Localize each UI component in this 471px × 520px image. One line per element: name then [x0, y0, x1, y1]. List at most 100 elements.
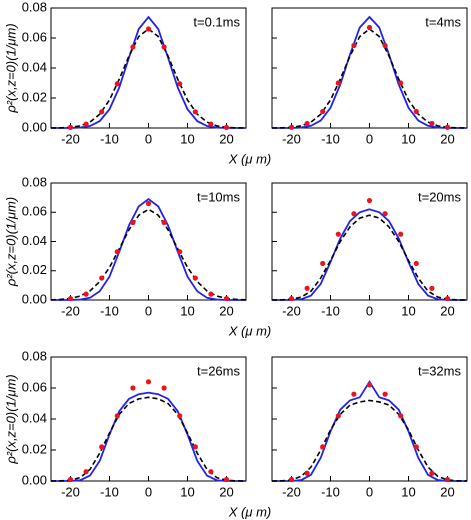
x-tick-label: -20 — [282, 484, 301, 499]
data-point — [99, 444, 105, 450]
x-tick-label: 20 — [440, 303, 454, 318]
data-point — [99, 109, 105, 115]
data-point — [83, 469, 89, 475]
data-line — [272, 15, 467, 129]
x-tick-label: 10 — [180, 484, 194, 499]
data-point — [83, 121, 89, 127]
data-point — [398, 413, 404, 419]
y-tick-label: 0.02 — [22, 89, 47, 104]
y-axis-label: ρ²(x,z=0)(1/μm) — [3, 23, 18, 113]
data-point — [177, 249, 183, 255]
data-point — [398, 80, 404, 86]
y-tick-label: 0.00 — [22, 472, 47, 487]
x-tick-label: -10 — [321, 131, 340, 146]
data-point — [382, 211, 388, 217]
fit-line — [50, 27, 247, 129]
data-point — [382, 42, 388, 49]
y-tick-label: 0.08 — [22, 0, 47, 14]
data-point — [351, 391, 357, 397]
data-point — [444, 124, 451, 130]
x-tick-label: 0 — [145, 484, 152, 499]
data-point — [208, 291, 214, 297]
x-tick-label: -20 — [282, 131, 301, 146]
data-point — [67, 476, 74, 483]
data-point — [444, 295, 451, 302]
data-point — [351, 42, 357, 49]
y-tick-label: 0.08 — [22, 174, 47, 189]
data-line — [272, 380, 467, 482]
data-point — [398, 231, 404, 237]
data-point — [145, 379, 152, 385]
y-tick-label: 0.00 — [22, 119, 47, 134]
data-line — [272, 208, 467, 301]
fit-line — [50, 396, 247, 482]
fit-line — [271, 399, 468, 482]
data-line — [51, 197, 246, 301]
data-point — [320, 260, 326, 267]
y-axis-label: ρ²(x,z=0)(1/μm) — [3, 374, 18, 464]
data-point — [335, 413, 341, 419]
data-point — [320, 108, 326, 115]
data-point — [288, 476, 295, 483]
data-point — [192, 275, 198, 281]
data-point — [177, 413, 183, 419]
data-point — [114, 249, 120, 255]
data-point — [192, 109, 198, 115]
y-tick-label: 0.06 — [22, 204, 47, 219]
x-tick-label: 10 — [180, 303, 194, 318]
x-tick-label: 0 — [366, 131, 373, 146]
data-point — [114, 413, 120, 419]
data-point — [429, 470, 435, 476]
data-point — [223, 476, 230, 483]
y-tick-label: 0.04 — [22, 233, 47, 248]
y-tick-label: 0.04 — [22, 59, 47, 74]
data-point — [288, 295, 295, 302]
data-point — [145, 26, 152, 32]
data-point — [145, 200, 152, 207]
y-tick-label: 0.02 — [22, 262, 47, 277]
x-tick-label: 0 — [366, 303, 373, 318]
x-tick-label: -10 — [100, 484, 119, 499]
data-point — [335, 231, 341, 237]
data-point — [161, 44, 167, 50]
data-point — [304, 285, 310, 291]
data-point — [223, 124, 230, 130]
data-point — [208, 121, 214, 127]
data-point — [335, 80, 341, 86]
x-tick-label: -10 — [321, 484, 340, 499]
x-tick-label: -10 — [321, 303, 340, 318]
x-tick-label: 20 — [440, 131, 454, 146]
x-axis-label: X (μ m) — [228, 151, 272, 166]
data-point — [114, 81, 120, 87]
data-point — [304, 120, 310, 127]
x-axis-label: X (μ m) — [228, 323, 272, 338]
data-point — [429, 120, 435, 127]
x-tick-label: 20 — [219, 484, 233, 499]
annotation: t=10ms — [197, 189, 240, 204]
x-tick-label: 0 — [145, 303, 152, 318]
data-point — [366, 24, 373, 31]
data-point — [351, 211, 357, 217]
x-tick-label: -10 — [100, 131, 119, 146]
x-tick-label: 10 — [401, 131, 415, 146]
x-tick-label: 20 — [219, 131, 233, 146]
data-point — [130, 44, 136, 50]
x-tick-label: -20 — [61, 484, 80, 499]
x-tick-label: 10 — [401, 303, 415, 318]
data-point — [130, 219, 136, 226]
annotation: t=32ms — [418, 363, 461, 378]
data-point — [413, 260, 419, 267]
y-tick-label: 0.00 — [22, 291, 47, 306]
annotation: t=0.1ms — [193, 14, 240, 29]
y-tick-label: 0.06 — [22, 29, 47, 44]
x-tick-label: -10 — [100, 303, 119, 318]
data-point — [67, 124, 74, 130]
x-axis-label: X (μ m) — [228, 504, 272, 519]
x-tick-label: 10 — [401, 484, 415, 499]
x-tick-label: 20 — [440, 484, 454, 499]
data-point — [99, 275, 105, 281]
y-tick-label: 0.08 — [22, 348, 47, 363]
data-point — [366, 382, 373, 388]
x-tick-label: -20 — [61, 303, 80, 318]
